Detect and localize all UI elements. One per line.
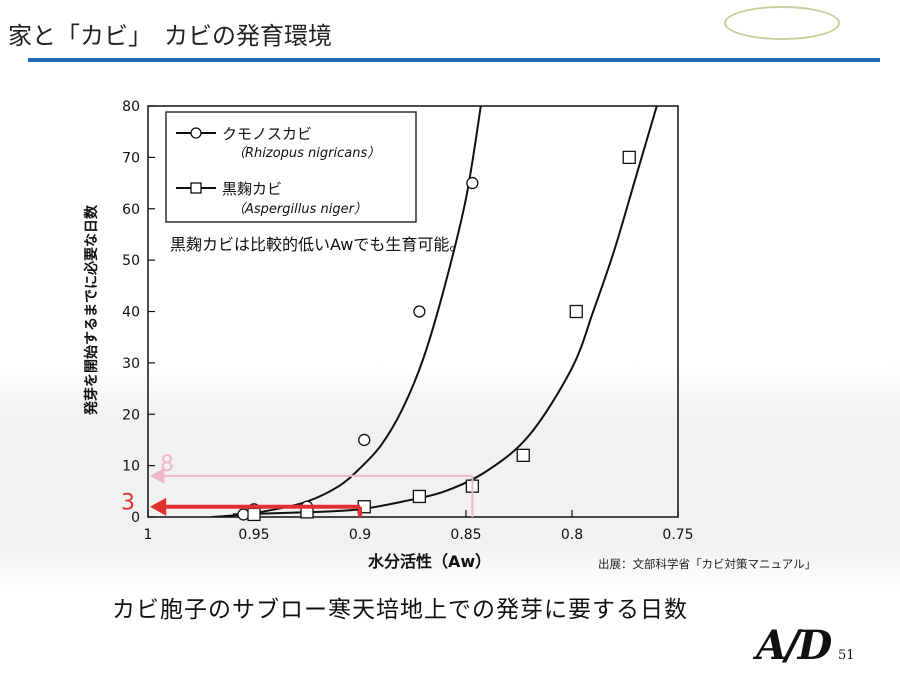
- arrow-head: [150, 467, 165, 484]
- x-tick-label: 0.85: [450, 527, 481, 543]
- chart-arrows: 83: [121, 452, 474, 517]
- x-tick-label: 0.95: [238, 527, 269, 543]
- y-tick-label: 50: [122, 253, 140, 269]
- legend-latin-rhizopus: （Rhizopus nigricans）: [232, 145, 380, 161]
- x-tick-label: 1: [144, 527, 153, 543]
- x-tick-label: 0.75: [662, 527, 693, 543]
- slide-title: 家と「カビ」 カビの発育環境: [8, 22, 332, 50]
- data-point-square: [412, 489, 427, 504]
- y-axis-label: 発芽を開始するまでに必要な日数: [83, 204, 100, 416]
- chart-legend: クモノスカビ （Rhizopus nigricans） 黒麹カビ （Asperg…: [165, 111, 417, 223]
- data-point-square: [516, 448, 530, 463]
- source-note: 出展：文部科学省「カビ対策マニュアル」: [598, 557, 817, 571]
- y-tick-label: 10: [122, 459, 140, 475]
- guide-value-label: 8: [160, 452, 174, 477]
- x-axis-label: 水分活性（Aw）: [368, 552, 491, 571]
- data-point-square: [569, 304, 583, 319]
- data-point-circle: [358, 433, 371, 447]
- data-point-circle: [413, 305, 426, 318]
- chart-curves: [211, 106, 658, 517]
- y-tick-label: 0: [131, 510, 140, 526]
- data-point-square: [622, 150, 636, 165]
- legend-latin-aspergillus: （Aspergillus niger）: [232, 201, 367, 217]
- ad-logo: A/D: [756, 622, 832, 669]
- y-tick-label: 30: [122, 356, 140, 372]
- scan-shading: [0, 365, 900, 590]
- y-tick-label: 20: [122, 407, 140, 423]
- chart-ticks: 0 10 20 30 40 50 60 70 80 1 0.95 0.9 0.85 0.8 0.75: [122, 99, 693, 543]
- guide-value-label: 3: [121, 491, 135, 516]
- series-curve-0: [211, 106, 482, 517]
- title-underline: [28, 58, 880, 62]
- y-tick-label: 70: [122, 150, 140, 166]
- data-point-square: [247, 507, 261, 522]
- x-tick-label: 0.8: [561, 527, 583, 543]
- legend-marker-circle: [190, 127, 202, 139]
- legend-marker-square: [190, 182, 202, 194]
- data-point-circle: [237, 508, 250, 521]
- chart-annotation: 黒麹カビは比較的低いAwでも生育可能。: [170, 235, 465, 254]
- data-point-circle: [466, 176, 479, 190]
- page-number: 51: [838, 648, 855, 663]
- series-curve-1: [232, 106, 658, 516]
- chart-points: [237, 150, 636, 522]
- legend-label-rhizopus: クモノスカビ: [222, 125, 312, 143]
- legend-box: [165, 111, 417, 223]
- y-tick-label: 40: [122, 305, 140, 321]
- decorative-ellipse: [724, 6, 840, 40]
- y-tick-label: 80: [122, 99, 140, 115]
- x-tick-label: 0.9: [349, 527, 371, 543]
- y-tick-label: 60: [122, 202, 140, 218]
- chart-caption: カビ胞子のサブロー寒天培地上での発芽に要する日数: [112, 597, 688, 623]
- legend-label-aspergillus: 黒麹カビ: [222, 180, 282, 198]
- arrow-head: [150, 497, 167, 516]
